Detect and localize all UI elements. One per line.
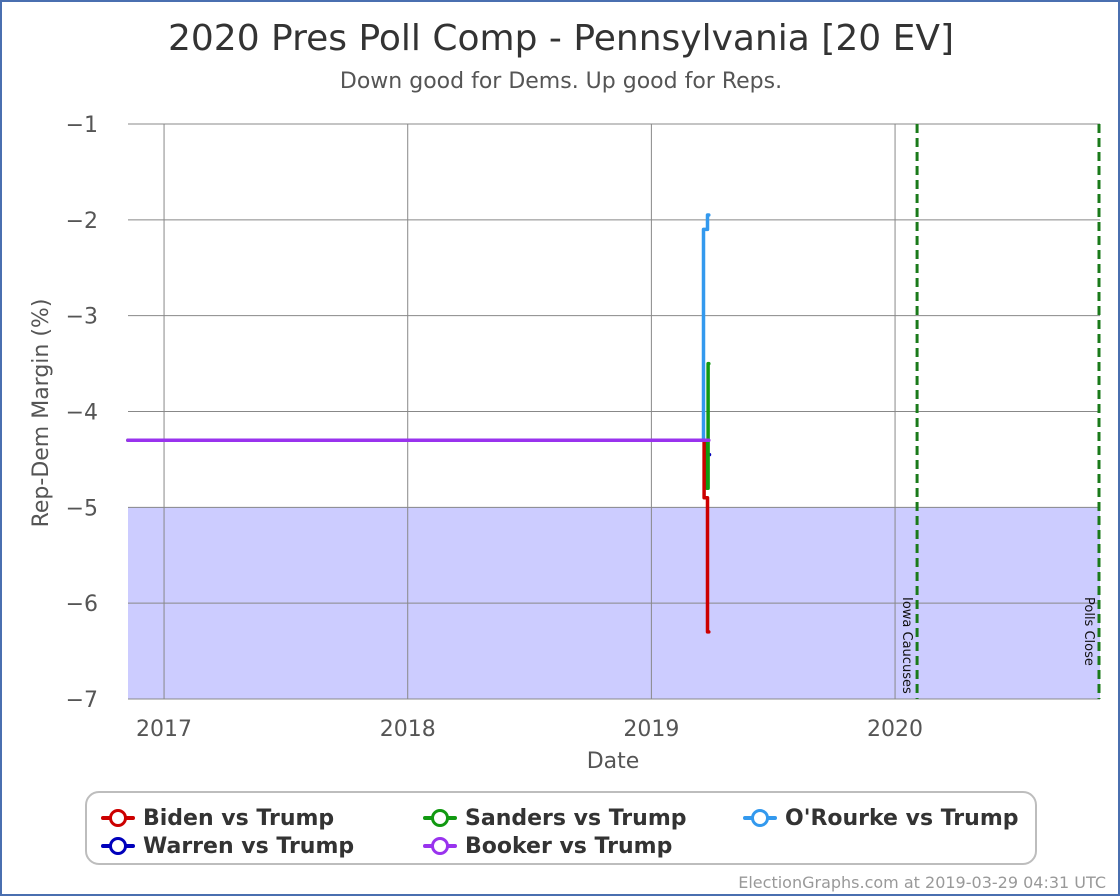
legend-label: Booker vs Trump xyxy=(465,833,673,859)
x-axis-label: Date xyxy=(587,749,640,774)
legend-label: Sanders vs Trump xyxy=(465,805,687,831)
legend-label: Warren vs Trump xyxy=(143,833,355,859)
site-credit: ElectionGraphs.com at 2019-03-29 04:31 U… xyxy=(738,873,1106,892)
y-tick-label: −7 xyxy=(66,688,98,713)
x-tick-label: 2020 xyxy=(867,717,923,742)
legend-item[interactable]: Booker vs Trump xyxy=(423,833,672,859)
legend-marker-icon xyxy=(101,805,135,831)
legend-item[interactable]: Warren vs Trump xyxy=(101,833,354,859)
legend-marker-icon xyxy=(423,833,457,859)
event-marker-label: Iowa Caucuses xyxy=(899,597,914,694)
chart-subtitle: Down good for Dems. Up good for Reps. xyxy=(340,69,782,94)
legend-item[interactable]: Sanders vs Trump xyxy=(423,805,687,831)
x-tick-label: 2019 xyxy=(623,717,679,742)
legend-label: Biden vs Trump xyxy=(143,805,335,831)
y-tick-label: −2 xyxy=(66,209,98,234)
y-tick-label: −4 xyxy=(66,401,98,426)
y-axis-label: Rep-Dem Margin (%) xyxy=(29,299,54,528)
legend-item[interactable]: Biden vs Trump xyxy=(101,805,334,831)
chart-legend: Biden vs Trump Sanders vs Trump O'Rourke v… xyxy=(85,791,1037,865)
x-tick-label: 2018 xyxy=(380,717,436,742)
y-tick-label: −6 xyxy=(66,592,98,617)
legend-marker-icon xyxy=(101,833,135,859)
series-line xyxy=(126,361,711,490)
y-tick-label: −1 xyxy=(66,113,98,138)
chart-title: 2020 Pres Poll Comp - Pennsylvania [20 E… xyxy=(168,18,954,59)
series-line xyxy=(126,213,711,443)
y-tick-label: −5 xyxy=(66,496,98,521)
legend-marker-icon xyxy=(743,805,777,831)
y-tick-label: −3 xyxy=(66,305,98,330)
series-line xyxy=(126,438,712,457)
x-tick-label: 2017 xyxy=(136,717,192,742)
legend-label: O'Rourke vs Trump xyxy=(785,805,1019,831)
legend-item[interactable]: O'Rourke vs Trump xyxy=(743,805,1019,831)
event-marker-label: Polls Close xyxy=(1081,597,1096,666)
legend-marker-icon xyxy=(423,805,457,831)
